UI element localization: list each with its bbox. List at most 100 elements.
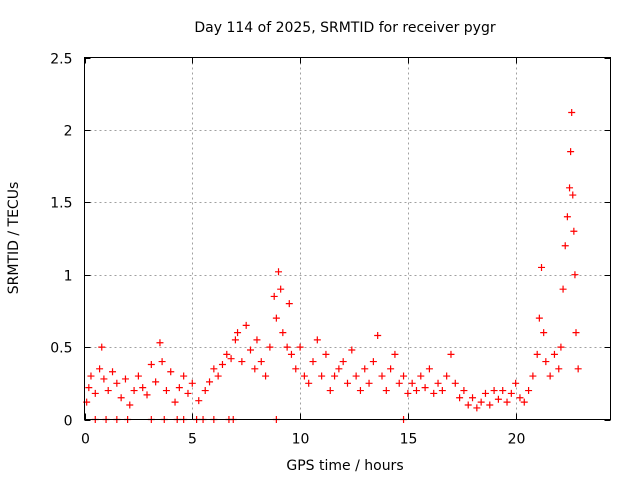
data-point <box>567 148 575 156</box>
data-point <box>322 350 330 358</box>
y-tick-label: 0.5 <box>50 341 72 357</box>
plot-border <box>84 57 611 420</box>
data-point <box>382 387 390 395</box>
data-point <box>300 372 308 380</box>
data-point <box>270 292 278 300</box>
data-point <box>113 379 121 387</box>
data-point <box>246 346 254 354</box>
data-point <box>520 398 528 406</box>
data-point <box>152 378 160 386</box>
data-point <box>87 372 95 380</box>
data-point <box>469 394 477 402</box>
data-point <box>130 387 138 395</box>
data-point <box>305 379 313 387</box>
data-point <box>283 343 291 351</box>
data-point <box>421 384 429 392</box>
data-point <box>158 358 166 366</box>
x-tick-label: 20 <box>508 432 526 448</box>
data-point <box>555 365 563 373</box>
data-point <box>188 379 196 387</box>
data-point <box>569 191 577 199</box>
data-point <box>417 372 425 380</box>
data-point <box>242 321 250 329</box>
data-point <box>563 213 571 221</box>
data-point <box>309 358 317 366</box>
data-point <box>430 389 438 397</box>
data-point <box>571 271 579 279</box>
data-point <box>434 379 442 387</box>
data-point <box>104 387 112 395</box>
data-point <box>195 397 203 405</box>
data-point <box>184 389 192 397</box>
grid-lines <box>84 57 611 420</box>
data-point <box>171 398 179 406</box>
data-point <box>570 227 578 235</box>
data-point <box>395 379 403 387</box>
data-points <box>83 109 582 423</box>
data-point <box>175 384 183 392</box>
tick-labels: 0 5 10 15 20 0 0.5 1 1.5 2 2.5 <box>50 52 525 448</box>
data-point <box>557 343 565 351</box>
data-point <box>180 372 188 380</box>
data-point <box>227 355 235 363</box>
data-point <box>143 391 151 399</box>
data-point <box>266 343 274 351</box>
data-point <box>540 329 548 337</box>
data-point <box>516 394 524 402</box>
y-tick-label: 2.5 <box>50 52 72 68</box>
data-point <box>326 387 334 395</box>
data-point <box>473 404 481 412</box>
data-point <box>460 387 468 395</box>
data-point <box>566 184 574 192</box>
data-point <box>378 372 386 380</box>
data-point <box>512 379 520 387</box>
data-point <box>272 314 280 322</box>
data-point <box>292 365 300 373</box>
y-tick-label: 2 <box>64 124 73 140</box>
data-point <box>214 372 222 380</box>
data-point <box>361 365 369 373</box>
data-point <box>96 365 104 373</box>
data-point <box>121 375 129 383</box>
data-point <box>275 268 283 276</box>
data-point <box>318 372 326 380</box>
data-point <box>313 336 321 344</box>
data-point <box>231 336 239 344</box>
data-point <box>533 350 541 358</box>
data-point <box>451 379 459 387</box>
data-point <box>223 350 231 358</box>
x-axis-label: GPS time / hours <box>286 458 403 474</box>
data-point <box>147 360 155 368</box>
data-point <box>438 387 446 395</box>
data-point <box>331 372 339 380</box>
data-point <box>234 329 242 337</box>
data-point <box>408 379 416 387</box>
data-point <box>550 350 558 358</box>
y-tick-label: 0 <box>64 414 73 430</box>
data-point <box>387 365 395 373</box>
data-point <box>561 242 569 250</box>
data-point <box>486 401 494 409</box>
data-point <box>356 387 364 395</box>
data-point <box>542 358 550 366</box>
data-point <box>139 384 147 392</box>
data-point <box>98 343 106 351</box>
data-point <box>285 300 293 308</box>
data-point <box>546 372 554 380</box>
data-point <box>490 387 498 395</box>
data-point <box>404 389 412 397</box>
data-point <box>374 332 382 340</box>
y-tick-label: 1 <box>64 269 73 285</box>
data-point <box>201 387 209 395</box>
data-point <box>210 365 218 373</box>
data-point <box>535 314 543 322</box>
data-point <box>538 263 546 271</box>
data-point <box>499 387 507 395</box>
data-point <box>162 387 170 395</box>
data-point <box>85 384 93 392</box>
data-point <box>348 346 356 354</box>
data-point <box>296 343 304 351</box>
data-point <box>481 389 489 397</box>
data-point <box>391 350 399 358</box>
